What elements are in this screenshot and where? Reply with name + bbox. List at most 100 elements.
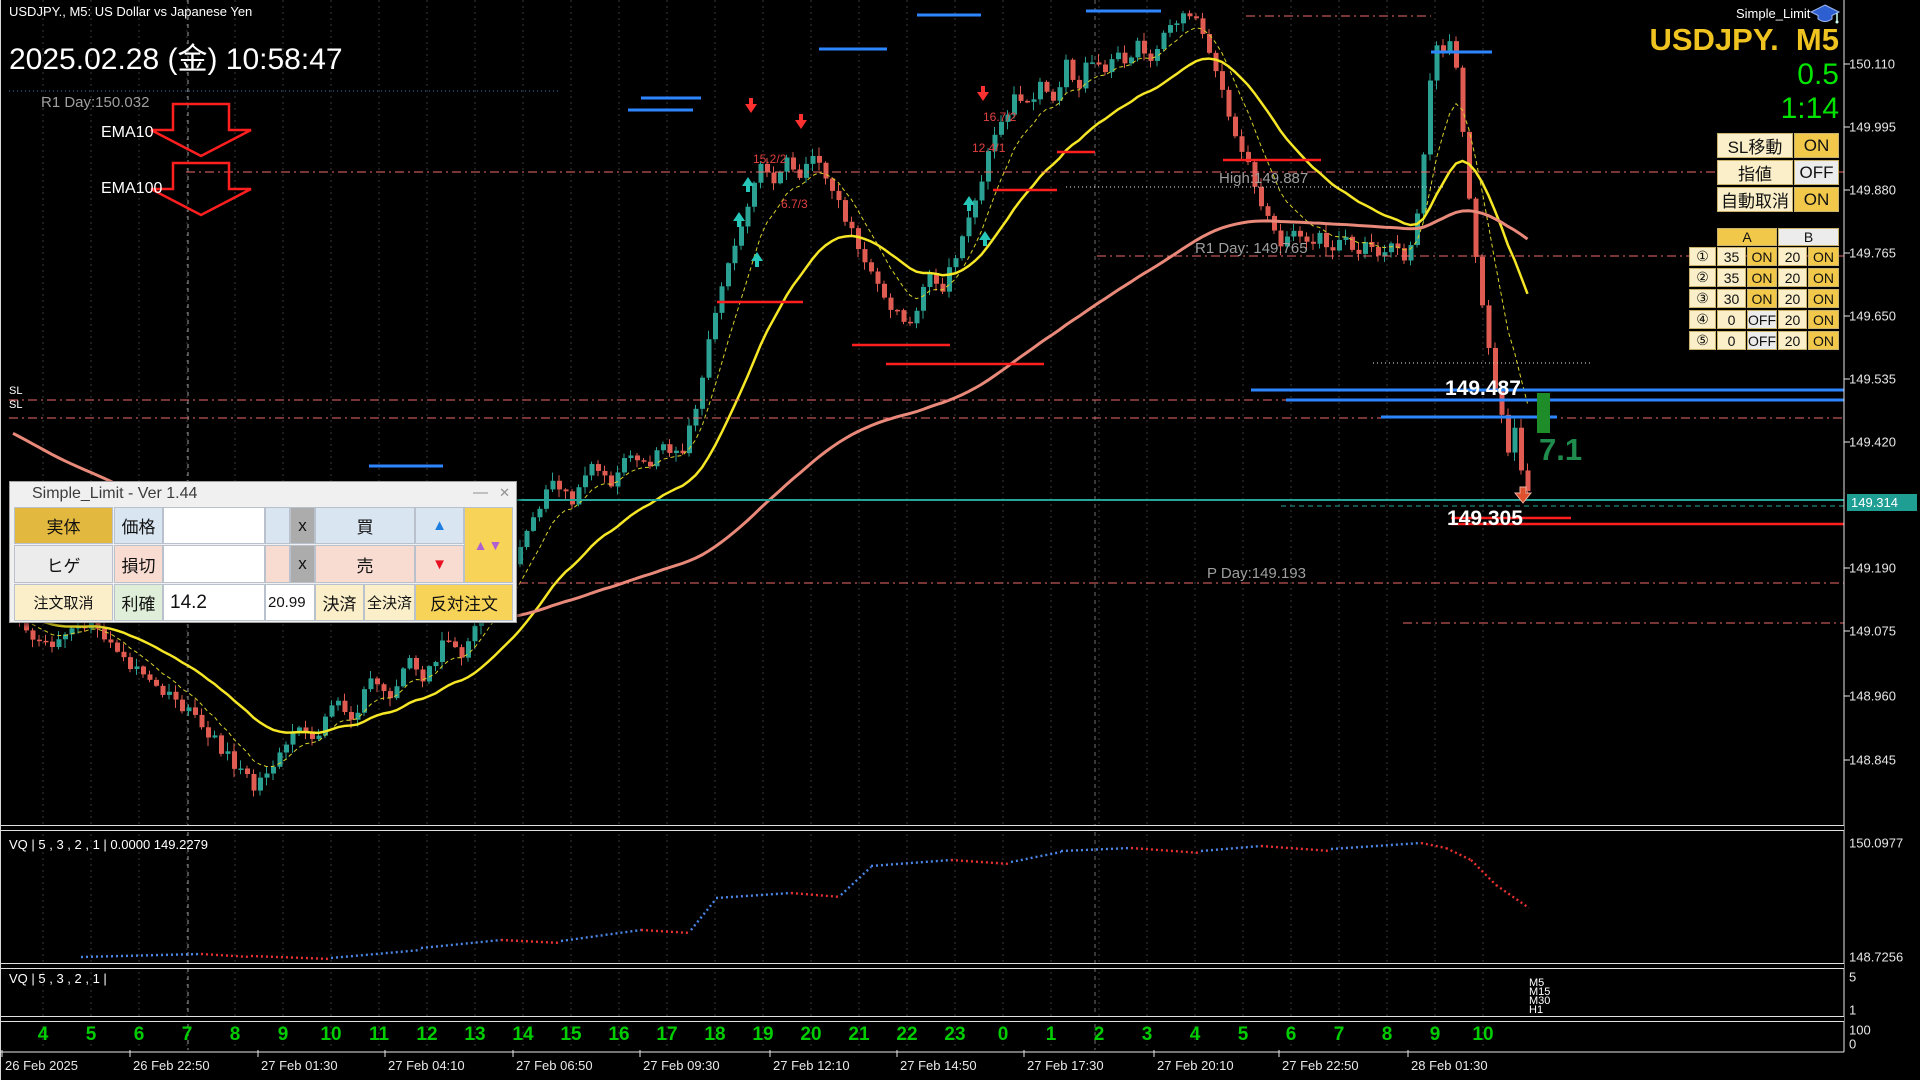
a-state[interactable]: OFF — [1747, 310, 1777, 329]
price-input[interactable] — [163, 507, 265, 544]
price-axis-label: 149.765 — [1849, 245, 1896, 261]
minimize-button[interactable]: — — [473, 484, 488, 501]
b-state[interactable]: ON — [1808, 331, 1839, 350]
simple-limit-panel[interactable]: Simple_Limit - Ver 1.44 — ✕ 実体 価格 x 買 ▲ … — [9, 481, 517, 623]
hour-label: 17 — [656, 1024, 678, 1045]
mode-body-button[interactable]: 実体 — [14, 507, 113, 544]
a-value[interactable]: 35 — [1717, 268, 1746, 287]
table-header-a: A — [1717, 228, 1777, 246]
buy-button[interactable]: 買 — [315, 507, 415, 544]
stoploss-input[interactable] — [163, 545, 265, 583]
a-value[interactable]: 0 — [1717, 310, 1746, 329]
buy-arrow-icon — [979, 231, 991, 246]
b-state[interactable]: ON — [1808, 247, 1839, 266]
toggle-value-1[interactable]: ON — [1794, 133, 1839, 158]
mode-wick-button[interactable]: ヒゲ — [14, 545, 113, 583]
sell-arrow-icon — [977, 86, 989, 101]
time-axis-label: 27 Feb 01:30 — [261, 1058, 338, 1073]
hour-label: 0 — [997, 1024, 1009, 1045]
clear-sl-button[interactable]: x — [290, 545, 315, 583]
sl-label: SL — [9, 399, 23, 411]
a-value[interactable]: 0 — [1717, 331, 1746, 350]
vq-line — [560, 928, 642, 943]
hour-label: 9 — [1429, 1024, 1441, 1045]
vq-line — [715, 891, 792, 900]
hour-label: 12 — [416, 1024, 438, 1045]
b-value[interactable]: 20 — [1778, 247, 1807, 266]
vq-line — [1495, 884, 1530, 909]
price-axis-label: 149.190 — [1849, 560, 1896, 576]
panel-separator[interactable] — [1, 825, 1844, 831]
price-axis-label: 149.075 — [1849, 623, 1896, 639]
close-button[interactable]: ✕ — [499, 485, 510, 500]
reverse-order-button[interactable]: 反対注文 — [415, 584, 513, 621]
time-axis-label: 27 Feb 20:10 — [1157, 1058, 1234, 1073]
vq2-axis-top: 5 — [1849, 969, 1857, 985]
vq-line — [200, 952, 252, 959]
vq-line — [250, 954, 332, 961]
updown-toggle[interactable]: ▲▼ — [464, 507, 513, 583]
b-state[interactable]: ON — [1808, 289, 1839, 308]
vq2-label: VQ | 5 , 3 , 2 , 1 | — [9, 971, 107, 986]
cancel-orders-button[interactable]: 注文取消 — [14, 584, 113, 621]
row-number: ② — [1689, 268, 1716, 287]
close-all-button[interactable]: 全決済 — [364, 584, 415, 621]
panel-title-bar[interactable]: Simple_Limit - Ver 1.44 — ✕ — [10, 482, 516, 506]
price-level-label: 149.487 — [1445, 377, 1521, 400]
hour-label: 11 — [368, 1024, 390, 1045]
takeprofit-input[interactable]: 14.2 — [163, 584, 265, 621]
vq1-axis-top: 150.0977 — [1849, 835, 1904, 851]
b-state[interactable]: ON — [1808, 310, 1839, 329]
toggle-value-2[interactable]: OFF — [1794, 160, 1839, 185]
high-label: High:149.887 — [1219, 170, 1309, 187]
panel-separator[interactable] — [1, 963, 1844, 969]
price-axis-label: 149.535 — [1849, 371, 1896, 387]
ema10-label: EMA10 — [101, 124, 154, 141]
sell-button[interactable]: 売 — [315, 545, 415, 583]
close-position-button[interactable]: 決済 — [315, 584, 364, 621]
widget-app-name: Simple_Limit — [1736, 6, 1811, 21]
a-state[interactable]: ON — [1747, 268, 1777, 287]
buy-arrow-button[interactable]: ▲ — [415, 507, 464, 544]
vq-line — [790, 891, 842, 899]
b-value[interactable]: 20 — [1778, 289, 1807, 308]
b-value[interactable]: 20 — [1778, 310, 1807, 329]
trade-result: 12.4/1 — [972, 141, 1006, 155]
panel-separator[interactable] — [1, 1016, 1844, 1022]
a-state[interactable]: OFF — [1747, 331, 1777, 350]
takeprofit-label: 利確 — [114, 584, 163, 621]
sell-arrow-button[interactable]: ▼ — [415, 545, 464, 583]
price-axis-label: 149.420 — [1849, 434, 1896, 450]
vq-line — [640, 928, 692, 935]
time-axis-label: 27 Feb 22:50 — [1282, 1058, 1359, 1073]
a-value[interactable]: 30 — [1717, 289, 1746, 308]
a-state[interactable]: ON — [1747, 289, 1777, 308]
trade-result: 16.7/2 — [983, 110, 1017, 124]
a-value[interactable]: 35 — [1717, 247, 1746, 266]
hour-label: 15 — [560, 1024, 582, 1045]
vq-line — [1060, 846, 1132, 853]
a-state[interactable]: ON — [1747, 247, 1777, 266]
time-axis-label: 26 Feb 2025 — [5, 1058, 79, 1073]
hour-label: 6 — [1285, 1024, 1297, 1045]
hour-label: 5 — [1237, 1024, 1249, 1045]
b-state[interactable]: ON — [1808, 268, 1839, 287]
stoploss-label: 損切 — [114, 545, 163, 583]
hour-label: 7 — [181, 1024, 193, 1045]
toggle-value-3[interactable]: ON — [1794, 187, 1839, 212]
row-number: ① — [1689, 247, 1716, 266]
clear-price-button[interactable]: x — [290, 507, 315, 544]
time-axis-label: 27 Feb 12:10 — [773, 1058, 850, 1073]
spread-value: 0.5 — [1797, 58, 1839, 91]
vq-line — [690, 898, 717, 931]
window-title: USDJPY., M5: US Dollar vs Japanese Yen — [9, 4, 253, 19]
buy-arrow-icon — [751, 252, 763, 267]
sell-arrow-icon — [795, 114, 807, 129]
hour-label: 7 — [1333, 1024, 1345, 1045]
b-value[interactable]: 20 — [1778, 331, 1807, 350]
b-value[interactable]: 20 — [1778, 268, 1807, 287]
hours-axis-bottom: 0 — [1849, 1036, 1857, 1052]
price-label: 価格 — [114, 507, 163, 544]
r1-mid-label: R1 Day: 149.765 — [1195, 240, 1308, 257]
